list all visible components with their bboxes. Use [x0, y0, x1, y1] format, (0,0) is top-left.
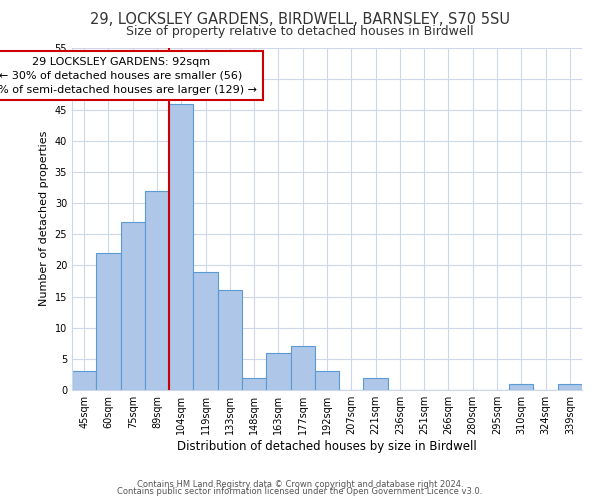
Text: 29 LOCKSLEY GARDENS: 92sqm
← 30% of detached houses are smaller (56)
69% of semi: 29 LOCKSLEY GARDENS: 92sqm ← 30% of deta… [0, 57, 257, 95]
Bar [96, 253, 121, 390]
Bar [145, 190, 169, 390]
Bar [290, 346, 315, 390]
Bar [315, 372, 339, 390]
Bar [169, 104, 193, 390]
Bar [242, 378, 266, 390]
Bar [72, 372, 96, 390]
Text: Contains public sector information licensed under the Open Government Licence v3: Contains public sector information licen… [118, 487, 482, 496]
X-axis label: Distribution of detached houses by size in Birdwell: Distribution of detached houses by size … [177, 440, 477, 453]
Bar [364, 378, 388, 390]
Bar [193, 272, 218, 390]
Bar [266, 352, 290, 390]
Text: 29, LOCKSLEY GARDENS, BIRDWELL, BARNSLEY, S70 5SU: 29, LOCKSLEY GARDENS, BIRDWELL, BARNSLEY… [90, 12, 510, 28]
Text: Size of property relative to detached houses in Birdwell: Size of property relative to detached ho… [126, 25, 474, 38]
Text: Contains HM Land Registry data © Crown copyright and database right 2024.: Contains HM Land Registry data © Crown c… [137, 480, 463, 489]
Bar [558, 384, 582, 390]
Bar [509, 384, 533, 390]
Bar [218, 290, 242, 390]
Y-axis label: Number of detached properties: Number of detached properties [39, 131, 49, 306]
Bar [121, 222, 145, 390]
